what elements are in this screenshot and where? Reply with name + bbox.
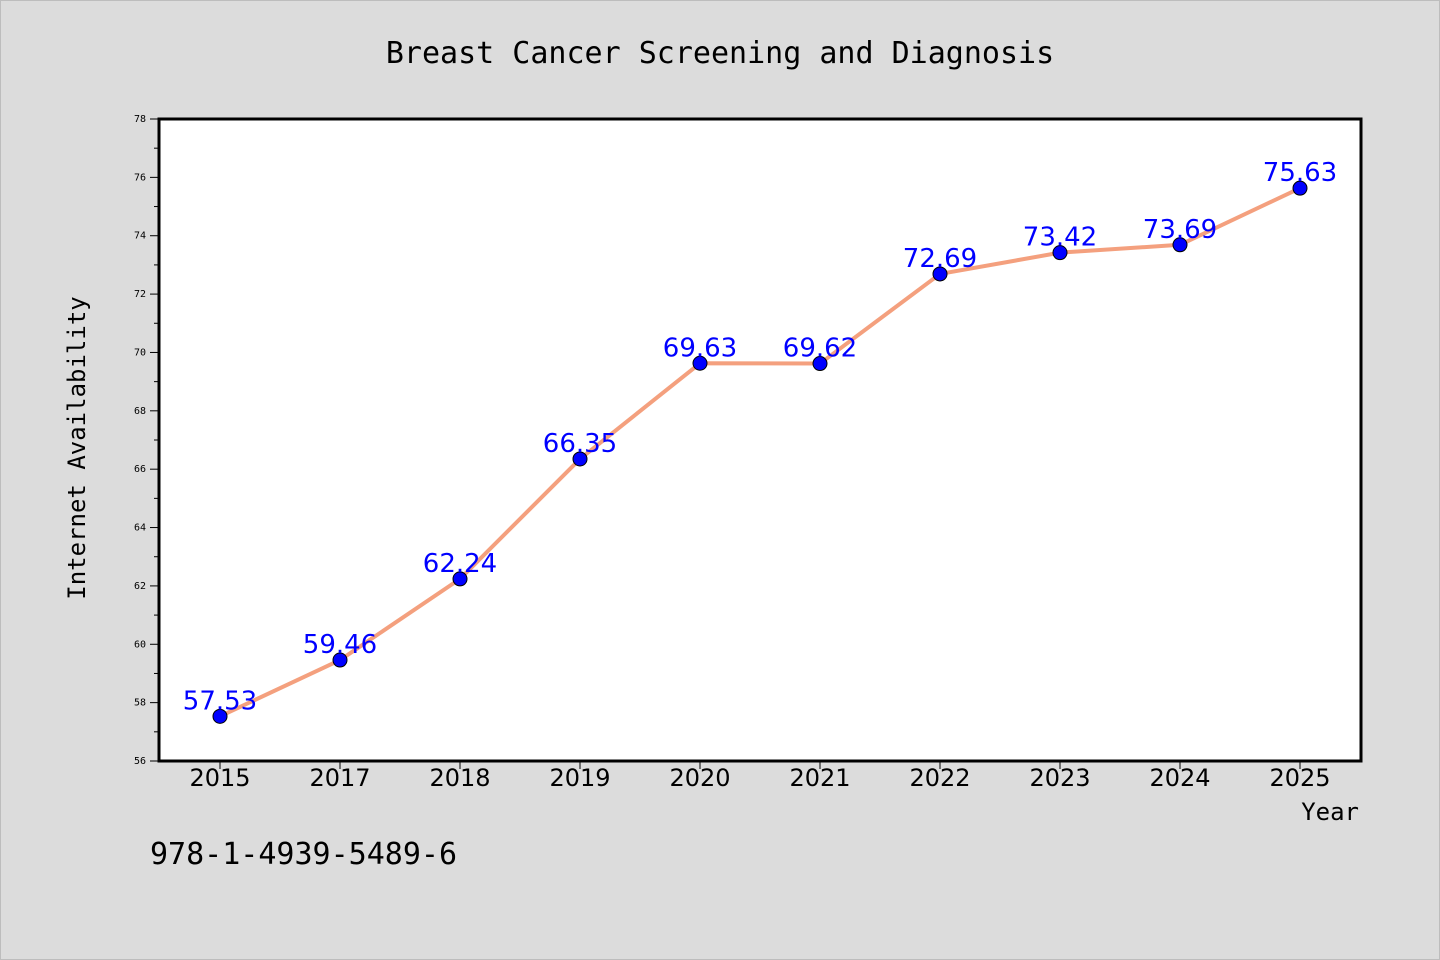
y-tick-label: 74 — [134, 231, 146, 242]
data-markers — [212, 180, 1308, 724]
data-label: 62.24 — [423, 549, 497, 579]
data-label: 69.62 — [783, 334, 857, 364]
data-point — [1172, 237, 1188, 253]
x-tick-label: 2020 — [669, 764, 730, 792]
data-point — [1052, 245, 1068, 261]
data-label: 59.46 — [303, 630, 377, 660]
data-label: 72.69 — [903, 244, 977, 274]
y-tick-label: 72 — [134, 289, 146, 300]
data-point — [1292, 180, 1308, 196]
x-tick-label: 2024 — [1149, 764, 1210, 792]
y-axis: 56 58 60 62 64 66 68 70 72 74 76 78 — [134, 114, 159, 767]
data-point — [332, 652, 348, 668]
data-label: 57.53 — [183, 686, 257, 716]
x-tick-label: 2021 — [789, 764, 850, 792]
data-label: 75.63 — [1263, 158, 1337, 188]
data-labels: 57.53 59.46 62.24 66.35 69.63 69.62 72.69 73.42… — [183, 158, 1337, 716]
data-point — [932, 266, 948, 282]
chart-title: Breast Cancer Screening and Diagnosis — [386, 36, 1054, 71]
x-tick-label: 2023 — [1029, 764, 1090, 792]
y-tick-label: 78 — [134, 114, 146, 125]
x-axis: 2015 2017 2018 2019 2020 2021 2022 2023 2024 2025 — [189, 761, 1331, 792]
y-tick-label: 66 — [134, 464, 146, 475]
data-point — [812, 356, 828, 372]
isbn-text: 978-1-4939-5489-6 — [150, 837, 457, 872]
x-tick-label: 2018 — [429, 764, 490, 792]
y-axis-label: Internet Availability — [63, 296, 91, 599]
data-label: 73.42 — [1023, 223, 1097, 253]
x-tick-label: 2017 — [309, 764, 370, 792]
data-point — [212, 708, 228, 724]
y-tick-label: 62 — [134, 581, 146, 592]
data-point — [692, 355, 708, 371]
y-tick-label: 58 — [134, 698, 146, 709]
series-line — [219, 186, 1301, 719]
x-axis-label: Year — [1301, 798, 1359, 826]
data-label: 69.63 — [663, 333, 737, 363]
data-point — [452, 571, 468, 587]
x-tick-label: 2015 — [189, 764, 250, 792]
x-tick-label: 2019 — [549, 764, 610, 792]
data-label: 66.35 — [543, 429, 617, 459]
x-tick-label: 2025 — [1269, 764, 1330, 792]
x-tick-label: 2022 — [909, 764, 970, 792]
y-tick-label: 56 — [134, 756, 146, 767]
y-tick-label: 68 — [134, 406, 146, 417]
data-label: 73.69 — [1143, 215, 1217, 245]
y-tick-label: 70 — [134, 347, 146, 358]
y-tick-label: 76 — [134, 172, 146, 183]
y-tick-label: 64 — [134, 523, 146, 534]
data-point — [572, 451, 588, 467]
plot-area — [157, 117, 1363, 763]
y-tick-label: 60 — [134, 639, 146, 650]
